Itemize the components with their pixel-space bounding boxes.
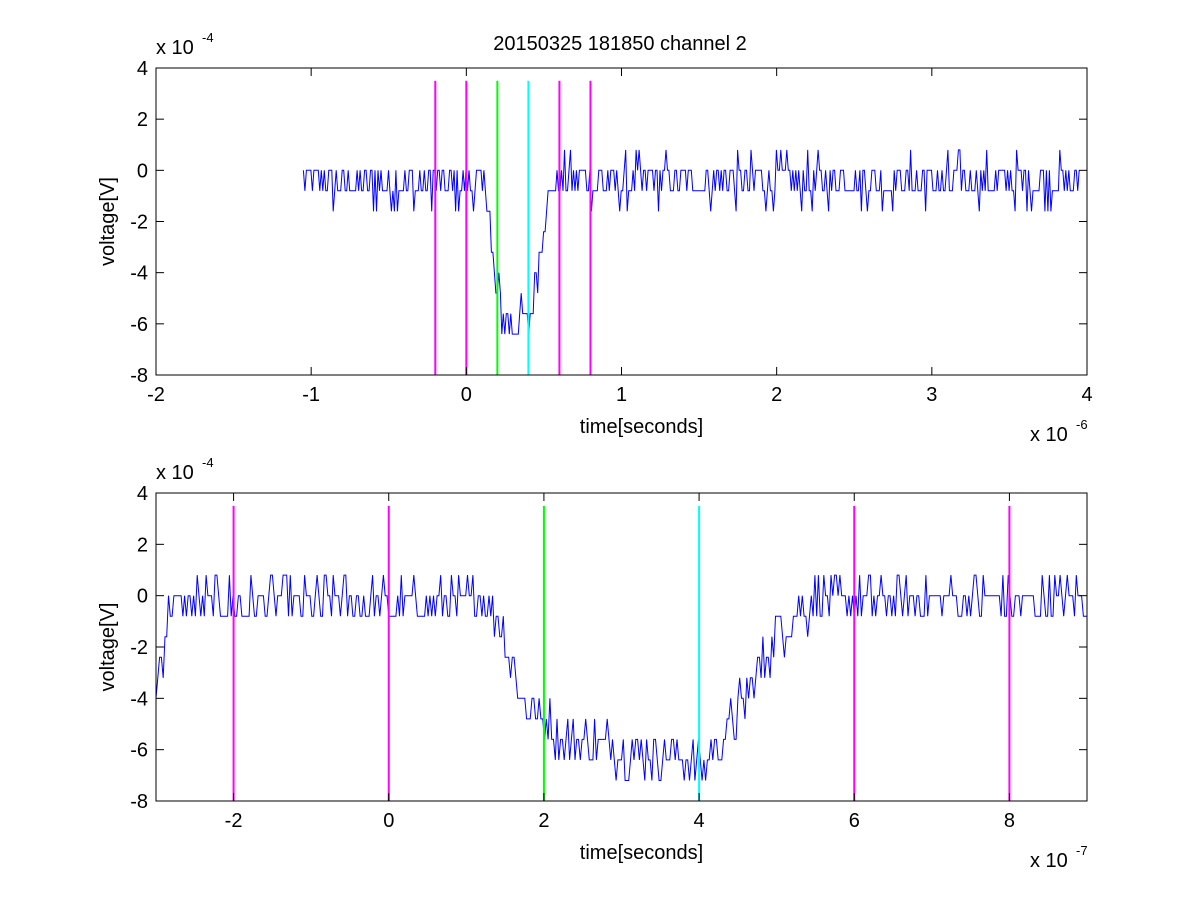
x-tick-label: 4 xyxy=(694,810,705,832)
bottom-plot: -2 0 2 4 6 8 -8 -6 -4 -2 0 2 4 time[seconds] voltage[V… xyxy=(97,455,1088,872)
y-tick-label: 0 xyxy=(137,586,148,608)
x-tick-label: 4 xyxy=(1081,384,1092,406)
y-tick-label: 2 xyxy=(137,534,148,556)
top-plot: -2 -1 0 1 2 3 4 -8 -6 -4 -2 0 2 4 time[seconds] voltage… xyxy=(97,30,1093,446)
voltage-series-line xyxy=(155,574,1087,781)
x-tick-label: 1 xyxy=(616,384,627,406)
x-tick-label: -1 xyxy=(302,384,320,406)
x-axis-label: time[seconds] xyxy=(580,842,703,864)
y-tick-label: -6 xyxy=(130,740,148,762)
y-axis-label: voltage[V] xyxy=(97,603,119,692)
y-tick-label: 2 xyxy=(137,109,148,131)
y-exponent-label: x 10 xyxy=(156,37,194,59)
x-tick-label: 3 xyxy=(926,384,937,406)
x-exponent-power: -7 xyxy=(1076,843,1088,858)
y-tick-label: -2 xyxy=(130,637,148,659)
x-tick-label: -2 xyxy=(225,810,243,832)
x-tick-label: 8 xyxy=(1004,810,1015,832)
y-tick-label: -2 xyxy=(130,212,148,234)
x-tick-label: -2 xyxy=(147,384,165,406)
x-tick-label: 0 xyxy=(461,384,472,406)
voltage-series-line xyxy=(302,149,1080,335)
figure-title: 20150325 181850 channel 2 xyxy=(493,33,747,55)
y-tick-label: 0 xyxy=(137,160,148,182)
x-tick-label: 0 xyxy=(383,810,394,832)
y-exponent-label: x 10 xyxy=(156,462,194,484)
y-tick-label: -8 xyxy=(130,791,148,813)
y-tick-label: -4 xyxy=(130,263,148,285)
y-exponent-power: -4 xyxy=(202,455,214,470)
x-axis-label: time[seconds] xyxy=(580,416,703,438)
y-tick-label: -6 xyxy=(130,314,148,336)
x-exponent-label: x 10 xyxy=(1030,850,1068,872)
y-tick-label: 4 xyxy=(137,58,148,80)
x-exponent-label: x 10 xyxy=(1030,424,1068,446)
y-tick-label: -8 xyxy=(130,365,148,387)
x-tick-label: 6 xyxy=(849,810,860,832)
y-tick-label: -4 xyxy=(130,688,148,710)
x-tick-label: 2 xyxy=(771,384,782,406)
y-tick-label: 4 xyxy=(137,483,148,505)
x-tick-label: 2 xyxy=(538,810,549,832)
y-exponent-power: -4 xyxy=(202,30,214,45)
y-axis-label: voltage[V] xyxy=(97,177,119,266)
x-exponent-power: -6 xyxy=(1076,417,1088,432)
